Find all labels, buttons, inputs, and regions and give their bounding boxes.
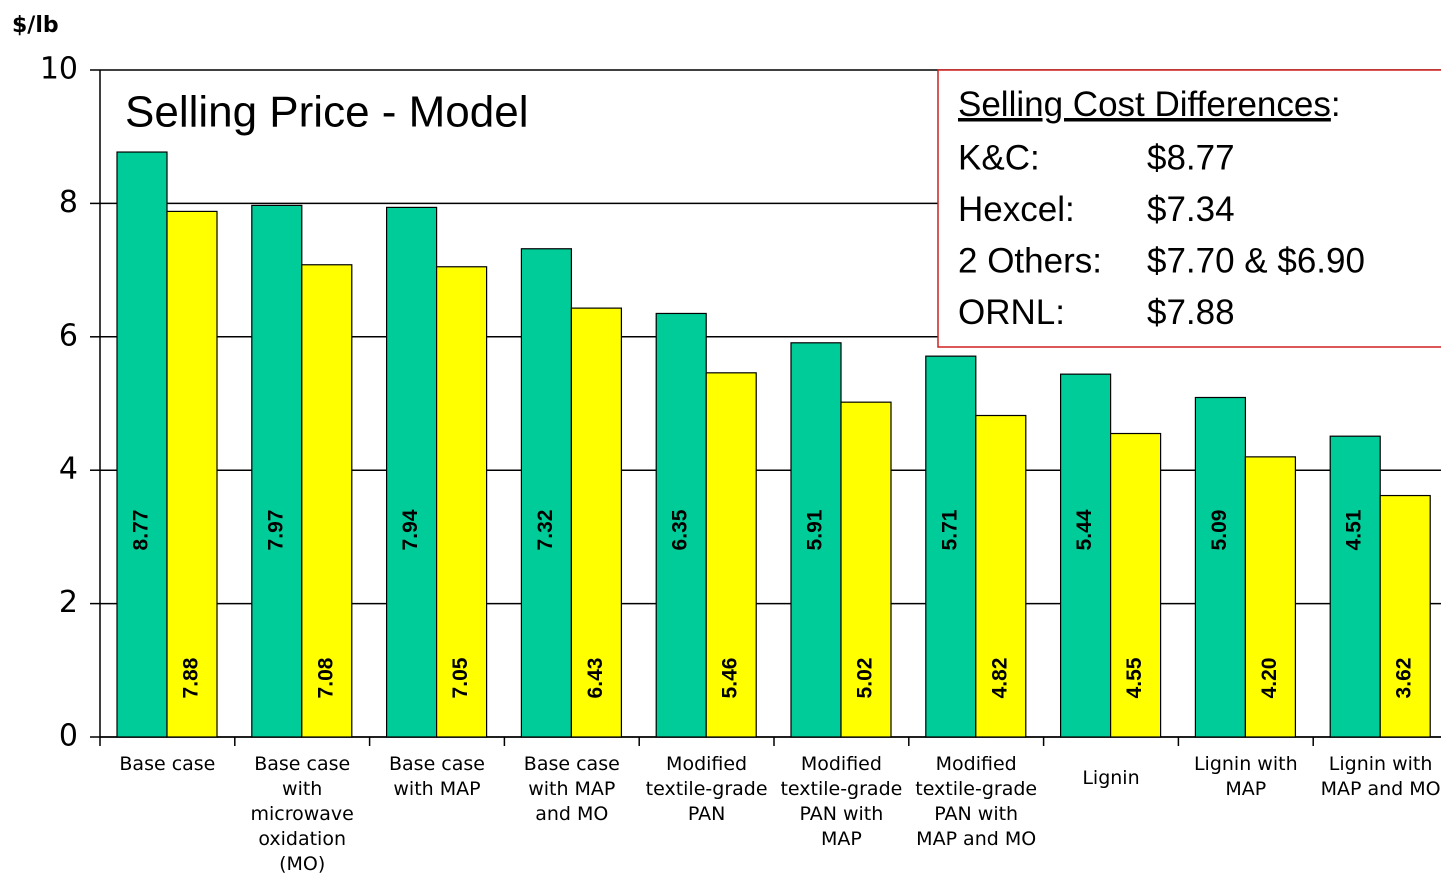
value-label: 5.44 — [1073, 509, 1096, 550]
bar — [1379, 494, 1431, 738]
y-tick-label: 6 — [59, 318, 78, 353]
value-label: 4.82 — [988, 658, 1011, 699]
value-label: 5.02 — [854, 658, 877, 699]
annotation-heading-suffix: : — [1331, 85, 1341, 124]
x-tick-label: Modified textile-grade PAN with MAP — [780, 753, 903, 850]
bar — [166, 210, 218, 738]
x-tick-label: Lignin with MAP and MO — [1320, 753, 1441, 800]
value-label: 6.43 — [584, 658, 607, 699]
annotation-box — [937, 69, 1441, 348]
y-tick-label: 8 — [59, 185, 78, 220]
bar — [301, 264, 353, 738]
annotation-value: $7.70 & $6.90 — [1147, 241, 1365, 280]
bar — [655, 312, 707, 738]
annotation-value: $7.34 — [1147, 190, 1235, 229]
x-tick-label: Lignin — [1082, 767, 1140, 789]
x-tick-label: Base case with MAP — [389, 753, 485, 800]
bar — [1059, 373, 1112, 738]
annotation-heading: Selling Cost Differences: — [958, 85, 1341, 124]
bar — [570, 307, 623, 738]
bar — [386, 206, 438, 738]
value-label: 6.35 — [669, 509, 692, 550]
value-label: 4.51 — [1343, 509, 1366, 550]
x-tick-label: Modified textile-grade PAN with MAP and … — [915, 753, 1038, 850]
x-tick-label: Modified textile-grade PAN — [645, 753, 768, 825]
value-label: 7.88 — [180, 657, 203, 698]
x-tick-label: Base case — [119, 753, 216, 775]
x-tick-label: Lignin with MAP — [1193, 753, 1298, 800]
annotation-label: 2 Others: — [958, 241, 1102, 280]
value-label: 4.20 — [1258, 658, 1281, 699]
bar — [1329, 435, 1381, 738]
x-tick-label: Base case with MAP and MO — [523, 753, 620, 825]
y-tick-label: 2 — [59, 585, 78, 620]
value-label: 7.08 — [314, 657, 337, 698]
bar — [790, 342, 842, 738]
value-label: 7.05 — [449, 657, 472, 698]
y-tick-label: 10 — [40, 52, 78, 87]
value-label: 4.55 — [1123, 657, 1146, 698]
x-tick-label: Base case with microwave oxidation (MO) — [250, 753, 354, 875]
bar — [1244, 456, 1297, 738]
chart-title: Selling Price - Model — [125, 88, 529, 137]
bar — [975, 414, 1027, 738]
bar — [925, 355, 977, 738]
bar — [840, 401, 892, 738]
value-label: 7.97 — [264, 510, 287, 551]
bar — [520, 248, 573, 738]
bar — [436, 266, 488, 738]
annotation-heading-text: Selling Cost Differences — [958, 85, 1331, 124]
bar — [1109, 432, 1162, 738]
bar — [116, 151, 168, 738]
value-label: 5.09 — [1208, 510, 1231, 551]
value-label: 7.94 — [399, 509, 422, 550]
value-label: 3.62 — [1393, 658, 1416, 699]
annotation-label: Hexcel: — [958, 190, 1075, 229]
value-label: 7.32 — [534, 510, 557, 551]
bar — [251, 204, 303, 738]
y-axis-label: $/lb — [12, 13, 59, 38]
annotation-value: $7.88 — [1147, 293, 1235, 332]
bar — [705, 372, 757, 738]
value-label: 5.71 — [938, 509, 961, 550]
value-label: 8.77 — [130, 510, 153, 551]
value-label: 5.91 — [804, 509, 827, 550]
bar — [1194, 396, 1247, 738]
y-tick-label: 0 — [59, 719, 78, 754]
value-label: 5.46 — [719, 658, 742, 699]
annotation-label: ORNL: — [958, 293, 1065, 332]
y-tick-label: 4 — [59, 452, 78, 487]
annotation-label: K&C: — [958, 138, 1040, 177]
annotation-value: $8.77 — [1147, 138, 1235, 177]
